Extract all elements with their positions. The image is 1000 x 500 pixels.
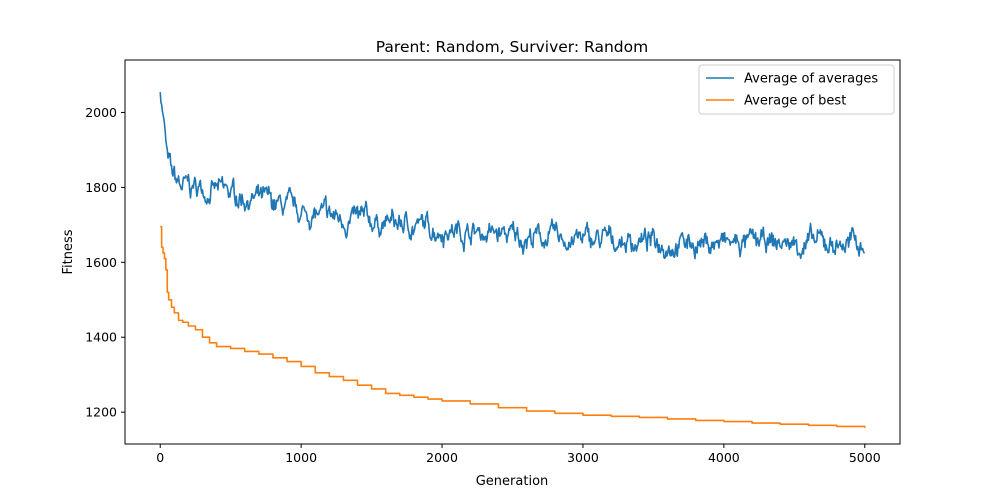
series-line-average-of-averages [159, 92, 865, 260]
x-axis-ticks: 0 1000 2000 3000 4000 5000 [156, 444, 881, 465]
legend: Average of averages Average of best [698, 64, 895, 115]
y-tick-label: 1400 [85, 330, 117, 345]
x-tick-label: 2000 [426, 450, 458, 465]
series-layer [159, 92, 866, 428]
legend-label-average-of-averages: Average of averages [744, 72, 878, 87]
y-axis-label: Fitness [61, 229, 76, 274]
x-tick-label: 4000 [708, 450, 740, 465]
y-tick-label: 1800 [85, 180, 117, 195]
x-axis-label: Generation [476, 474, 549, 489]
chart-title: Parent: Random, Surviver: Random [376, 38, 648, 56]
legend-label-average-of-best: Average of best [744, 94, 846, 109]
plot-frame [124, 59, 901, 445]
y-tick-label: 1600 [85, 255, 117, 270]
plot-area [125, 60, 900, 444]
y-axis-ticks: 1200 1400 1600 1800 2000 [85, 105, 125, 420]
x-tick-label: 5000 [849, 450, 881, 465]
x-tick-label: 0 [156, 450, 164, 465]
y-tick-label: 2000 [85, 105, 117, 120]
legend-box [698, 64, 895, 115]
x-tick-label: 3000 [567, 450, 599, 465]
y-tick-label: 1200 [85, 405, 117, 420]
series-line-average-of-best [160, 225, 866, 428]
x-tick-label: 1000 [285, 450, 317, 465]
